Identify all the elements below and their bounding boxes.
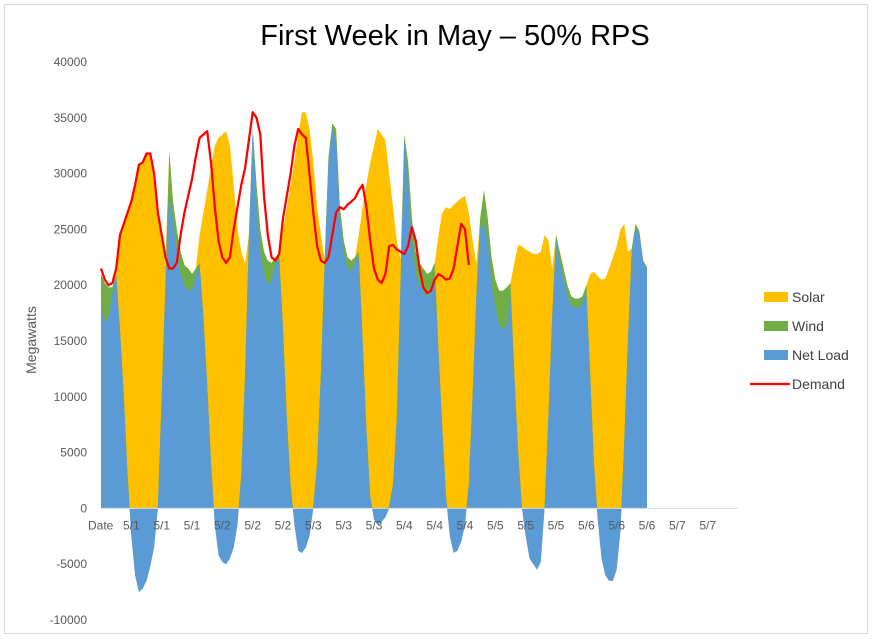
- series-area-net-load: [101, 129, 647, 593]
- x-tick-label: 5/2: [275, 518, 292, 532]
- y-tick-label: 10000: [54, 390, 88, 404]
- legend-swatch: [764, 292, 788, 302]
- x-tick-label: 5/7: [669, 518, 686, 532]
- y-axis-title: Megawatts: [23, 306, 39, 374]
- x-tick-label: 5/5: [487, 518, 504, 532]
- chart-title: First Week in May – 50% RPS: [260, 20, 649, 52]
- x-tick-label: 5/7: [699, 518, 716, 532]
- x-tick-label: 5/3: [335, 518, 352, 532]
- legend-item-solar: Solar: [764, 289, 825, 305]
- x-tick-label: 5/2: [214, 518, 231, 532]
- plot-area: [99, 111, 647, 593]
- y-tick-label: -10000: [50, 613, 88, 627]
- x-tick-label: Date: [88, 518, 114, 532]
- y-tick-label: 20000: [54, 278, 88, 292]
- x-tick-label: 5/4: [426, 518, 443, 532]
- x-tick-label: 5/1: [153, 518, 170, 532]
- legend-label: Demand: [792, 376, 845, 392]
- y-tick-label: 15000: [54, 334, 88, 348]
- series-line-demand: [99, 111, 470, 295]
- x-tick-label: 5/3: [305, 518, 322, 532]
- x-tick-label: 5/5: [517, 518, 534, 532]
- x-tick-label: 5/4: [396, 518, 413, 532]
- axes: -10000 -5000 0 5000 10000 15000 20000 25000 3000…: [50, 55, 738, 627]
- y-tick-label: 40000: [54, 55, 88, 69]
- y-tick-label: 30000: [54, 167, 88, 181]
- y-tick-label: 5000: [60, 446, 87, 460]
- y-tick-label: 25000: [54, 222, 88, 236]
- x-tick-label: 5/6: [608, 518, 625, 532]
- x-tick-label: 5/3: [366, 518, 383, 532]
- y-tick-label: 35000: [54, 111, 88, 125]
- y-tick-label: 0: [80, 501, 87, 515]
- legend-item-demand: Demand: [750, 376, 845, 392]
- x-tick-label: 5/5: [548, 518, 565, 532]
- x-tick-label: 5/6: [639, 518, 656, 532]
- x-tick-label: 5/1: [184, 518, 201, 532]
- legend-label: Net Load: [792, 347, 849, 363]
- legend-swatch: [764, 350, 788, 360]
- legend-swatch: [764, 321, 788, 331]
- legend-item-wind: Wind: [764, 318, 824, 334]
- x-tick-label: 5/6: [578, 518, 595, 532]
- legend-label: Solar: [792, 289, 825, 305]
- legend-item-net-load: Net Load: [764, 347, 849, 363]
- y-tick-label: -5000: [56, 557, 87, 571]
- x-tick-label: 5/2: [244, 518, 261, 532]
- legend-label: Wind: [792, 318, 824, 334]
- legend: Solar Wind Net Load Demand: [750, 289, 849, 392]
- chart-frame: [4, 4, 868, 634]
- x-tick-label: 5/4: [457, 518, 474, 532]
- x-tick-label: 5/1: [123, 518, 140, 532]
